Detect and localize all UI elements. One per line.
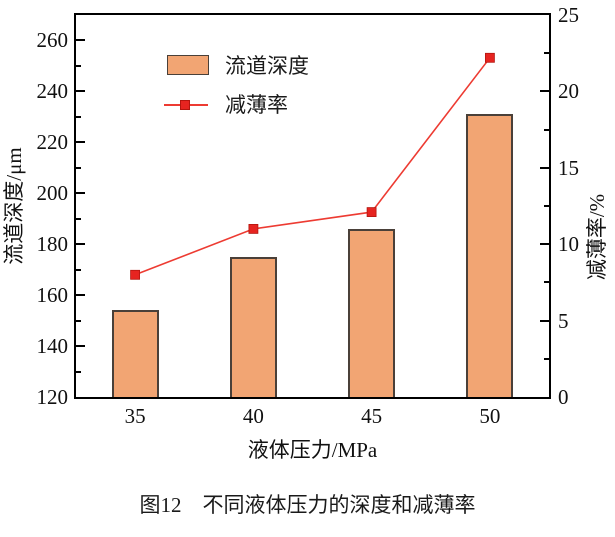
left-axis-tick-label-120: 120	[36, 385, 69, 409]
data-point-marker-35MPa	[130, 269, 140, 280]
left-axis-minor-tick	[76, 115, 81, 118]
left-axis-tick-label-200: 200	[36, 181, 69, 206]
left-axis-minor-tick	[76, 370, 81, 373]
left-axis-tick-label-160: 160	[36, 283, 69, 308]
data-point-marker-45MPa	[366, 207, 377, 218]
left-axis-major-tick	[76, 192, 85, 195]
bar-50MPa	[466, 114, 514, 397]
left-axis-tick-label-140: 140	[36, 334, 69, 359]
axis-ticks-layer	[76, 15, 549, 397]
left-axis-minor-tick	[76, 64, 81, 67]
x-axis-tick-label-50: 50	[479, 404, 501, 428]
left-axis-minor-tick	[76, 319, 81, 322]
thinning-rate-line	[134, 57, 491, 276]
right-axis-minor-tick	[544, 128, 549, 131]
right-axis-tick-label-0: 0	[558, 385, 569, 409]
left-axis-tick-label-260: 260	[36, 28, 69, 53]
left-axis-minor-tick	[76, 217, 81, 220]
right-axis-minor-tick	[544, 357, 549, 360]
bar-45MPa	[348, 228, 396, 397]
x-axis-tick-label-35: 35	[124, 404, 146, 428]
left-axis-major-tick	[76, 90, 85, 93]
right-axis-title: 减薄率/%	[585, 193, 609, 281]
legend-label-thinning-rate: 减薄率	[225, 93, 288, 117]
right-axis-tick-label-15: 15	[558, 155, 579, 180]
right-axis-major-tick	[540, 319, 549, 322]
right-axis-tick-label-20: 20	[558, 79, 579, 104]
left-axis-major-tick	[76, 345, 85, 348]
legend-bar-swatch	[167, 55, 209, 75]
bar-series-layer	[76, 15, 549, 397]
left-axis-tick-label-220: 220	[36, 130, 69, 155]
right-axis-major-tick	[540, 243, 549, 246]
legend-label-channel-depth: 流道深度	[225, 54, 309, 78]
x-axis-tick-label-45: 45	[361, 404, 383, 428]
left-axis-tick-label-240: 240	[36, 79, 69, 104]
left-axis-major-tick	[76, 39, 85, 42]
data-point-marker-50MPa	[484, 52, 495, 63]
x-axis-tick-label-40: 40	[242, 404, 264, 428]
left-axis-title: 流道深度/μm	[2, 147, 26, 265]
plot-area: 流道深度 减薄率	[74, 13, 551, 399]
x-axis-title: 液体压力/MPa	[247, 438, 378, 462]
left-axis-major-tick	[76, 243, 85, 246]
right-axis-tick-label-25: 25	[558, 3, 579, 27]
left-axis-minor-tick	[76, 268, 81, 271]
right-axis-minor-tick	[544, 281, 549, 284]
left-axis-tick-label-180: 180	[36, 232, 69, 257]
bar-35MPa	[111, 310, 159, 397]
legend: 流道深度 减薄率	[76, 15, 549, 397]
legend-square-marker-icon	[180, 100, 190, 110]
figure-caption: 图12 不同液体压力的深度和减薄率	[139, 493, 476, 517]
bar-40MPa	[229, 256, 277, 397]
right-axis-major-tick	[540, 90, 549, 93]
right-axis-tick-label-5: 5	[558, 308, 569, 333]
right-axis-tick-label-10: 10	[558, 232, 579, 257]
line-series-layer	[130, 52, 495, 280]
right-axis-major-tick	[540, 166, 549, 169]
left-axis-major-tick	[76, 141, 85, 144]
data-point-marker-40MPa	[248, 223, 259, 234]
right-axis-minor-tick	[544, 52, 549, 55]
left-axis-minor-tick	[76, 166, 81, 169]
left-axis-major-tick	[76, 294, 85, 297]
right-axis-minor-tick	[544, 205, 549, 207]
